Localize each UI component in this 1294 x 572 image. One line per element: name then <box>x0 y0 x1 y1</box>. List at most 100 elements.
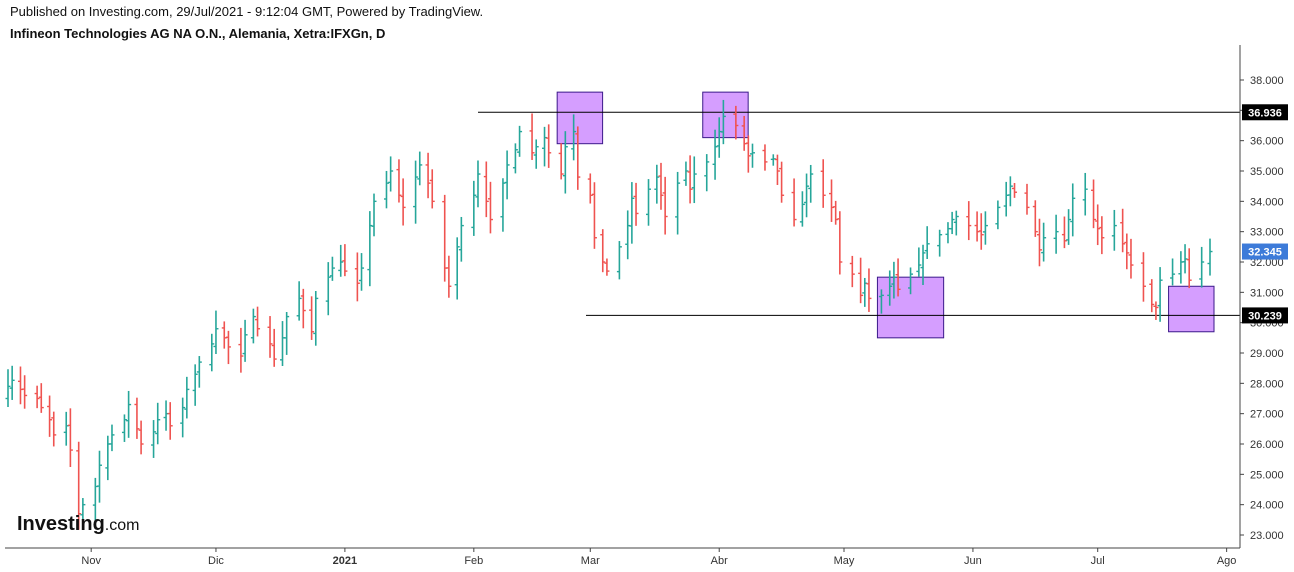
ohlc-bar <box>916 247 922 277</box>
ohlc-bar <box>76 441 82 530</box>
ohlc-bar <box>97 450 103 503</box>
x-axis-ticks: Nov Dic 2021 Feb Mar Abr May Jun Jul Ago <box>81 548 1236 567</box>
x-tick-label: Jul <box>1091 555 1105 567</box>
ohlc-bar <box>1128 238 1134 279</box>
ohlc-bar <box>396 159 402 203</box>
ohlc-bar <box>313 290 319 346</box>
ohlc-bar <box>475 160 481 208</box>
ohlc-bar <box>359 253 365 291</box>
ohlc-bar <box>483 161 489 218</box>
x-tick-label: Dic <box>208 555 224 567</box>
last-price-tag <box>1242 243 1288 260</box>
x-tick-label: Feb <box>464 555 483 567</box>
ohlc-bar <box>995 200 1001 230</box>
ohlc-bar <box>924 226 930 259</box>
ohlc-bar <box>9 365 15 400</box>
ohlc-bar <box>616 241 622 280</box>
ohlc-bar <box>180 397 186 438</box>
ohlc-bar <box>105 435 111 481</box>
ohlc-bar <box>109 424 115 452</box>
ohlc-bar <box>966 201 972 241</box>
ohlc-bar <box>155 402 161 445</box>
ohlc-bar <box>242 319 248 362</box>
highlight-box <box>1168 285 1215 333</box>
y-tick-label: 27.000 <box>1250 409 1284 421</box>
ohlc-bar <box>1061 216 1067 249</box>
ohlc-bar <box>945 222 951 244</box>
ohlc-bar <box>1099 216 1105 255</box>
ohlc-bar <box>542 126 548 167</box>
ohlc-bar <box>949 211 955 235</box>
ohlc-bar <box>1157 267 1163 322</box>
y-tick-label: 36.000 <box>1250 136 1284 148</box>
ohlc-bar <box>849 255 855 288</box>
ohlc-bar <box>687 155 693 204</box>
ohlc-bar <box>1032 200 1038 237</box>
ohlc-bar <box>604 258 610 276</box>
published-caption: Published on Investing.com, 29/Jul/2021 … <box>10 4 484 19</box>
ohlc-bar <box>646 179 652 226</box>
ohlc-bar <box>633 182 639 226</box>
ohlc-bar <box>920 244 926 285</box>
ohlc-bar <box>225 330 231 365</box>
ohlc-bar <box>575 126 581 190</box>
ohlc-bar <box>1199 246 1205 288</box>
y-tick-label: 31.000 <box>1250 287 1284 299</box>
ohlc-bar <box>121 414 127 442</box>
ohlc-bar <box>1007 176 1013 207</box>
ohlc-bar <box>413 160 419 224</box>
ohlc-bar <box>1036 218 1042 267</box>
highlight-box <box>556 91 604 145</box>
ohlc-bar <box>51 411 57 447</box>
ohlc-bar <box>163 400 169 431</box>
ohlc-bar <box>1178 251 1184 284</box>
x-tick-label: Mar <box>581 555 600 567</box>
x-tick-label: Ago <box>1217 555 1237 567</box>
y-tick-label: 26.000 <box>1250 439 1284 451</box>
ohlc-bar <box>1140 252 1146 302</box>
ohlc-bar <box>22 375 28 409</box>
ohlc-bar <box>878 289 884 314</box>
ohlc-bar <box>629 182 635 244</box>
ohlc-bar <box>47 395 53 437</box>
ohlc-bar <box>504 150 510 200</box>
ohlc-bar <box>978 213 984 250</box>
ohlc-bar <box>213 310 219 355</box>
ohlc-bar <box>383 170 389 209</box>
ohlc-bar <box>1182 244 1188 274</box>
ohlc-bar <box>267 316 273 358</box>
x-tick-label: May <box>834 555 855 567</box>
level-price-tag <box>1242 307 1288 324</box>
ohlc-bar <box>400 178 406 226</box>
highlight-box <box>702 91 749 139</box>
ohlc-bar <box>1124 233 1130 270</box>
ohlc-bar <box>134 397 140 439</box>
x-tick-label: Abr <box>711 555 728 567</box>
y-tick-label: 38.000 <box>1250 75 1284 87</box>
x-tick-label: Jun <box>964 555 982 567</box>
ohlc-bar <box>858 257 864 304</box>
ohlc-bar <box>255 306 261 337</box>
ohlc-bar <box>774 154 780 186</box>
ohlc-bar <box>829 179 835 222</box>
y-tick-label: 32.000 <box>1250 257 1284 269</box>
level-price-label: 30.239 <box>1248 310 1282 322</box>
ohlc-bar <box>454 237 460 300</box>
ohlc-bar <box>517 125 523 157</box>
ohlc-bar <box>533 139 539 169</box>
y-tick-label: 35.000 <box>1250 166 1284 178</box>
ohlc-bar <box>804 173 810 218</box>
ohlc-bar <box>833 200 839 225</box>
ohlc-bar <box>250 308 256 344</box>
ohlc-bar <box>67 408 73 468</box>
ohlc-bar <box>866 268 872 312</box>
ohlc-bar <box>745 135 751 173</box>
ohlc-bar <box>562 131 568 194</box>
ohlc-bar <box>238 327 244 373</box>
last-price-label: 32.345 <box>1248 247 1282 259</box>
ohlc-bar <box>953 210 959 236</box>
level-price-label: 36.936 <box>1248 107 1282 119</box>
ohlc-bar <box>300 288 306 329</box>
ohlc-bar <box>151 420 157 458</box>
